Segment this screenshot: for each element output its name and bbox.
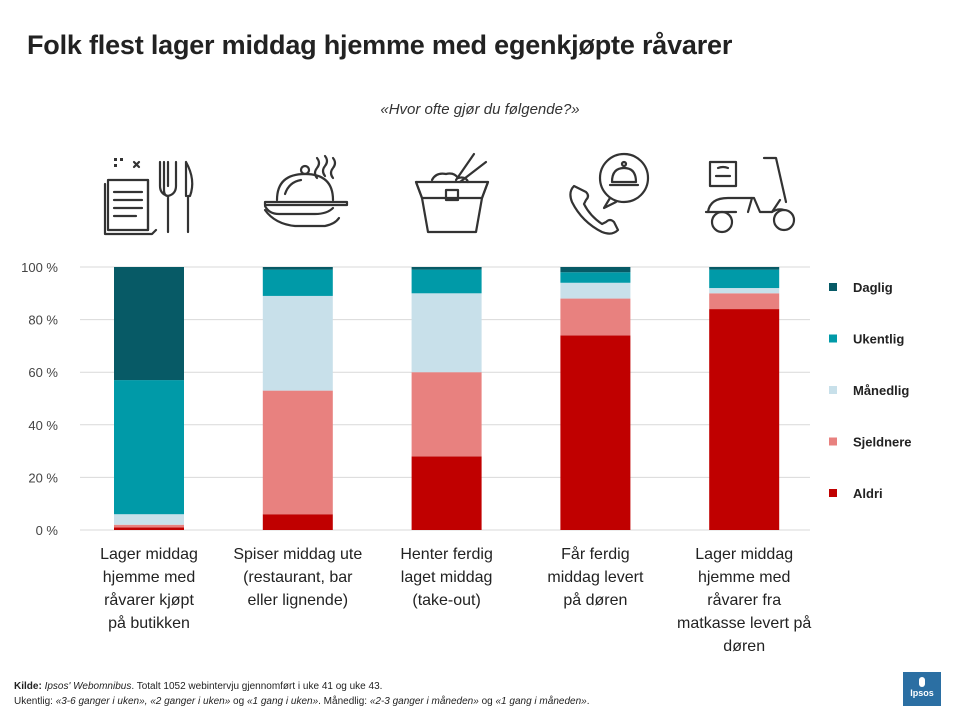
x-category-label: laget middag bbox=[401, 569, 493, 586]
phone-delivery-icon bbox=[560, 150, 660, 236]
monthly-definition-2: «1 gang i måneden» bbox=[495, 696, 587, 707]
bar-segment bbox=[411, 456, 482, 530]
source-label: Kilde: bbox=[14, 681, 42, 692]
bar-segment bbox=[114, 527, 184, 530]
x-category-label: råvarer kjøpt bbox=[104, 591, 194, 609]
y-tick-label: 40 % bbox=[28, 418, 58, 433]
source-name: Ipsos' Webomnibus bbox=[44, 681, 132, 692]
chart-title: Folk flest lager middag hjemme med egenk… bbox=[27, 30, 733, 60]
and-text: og bbox=[230, 696, 247, 707]
x-category-label: Lager middag bbox=[100, 546, 198, 563]
and-text: og bbox=[478, 696, 496, 707]
legend-swatch bbox=[829, 489, 837, 497]
serving-cloche-icon bbox=[255, 150, 355, 236]
bar-segment bbox=[709, 269, 780, 289]
x-category-label: (restaurant, bar bbox=[243, 569, 353, 586]
bar-segment bbox=[709, 309, 780, 530]
bar-segment bbox=[262, 269, 333, 296]
x-category-label: hjemme med bbox=[103, 569, 195, 586]
menu-cutlery-icon bbox=[100, 150, 200, 236]
bar-segment bbox=[262, 514, 333, 530]
weekly-definition: «3-6 ganger i uken», «2 ganger i uken» bbox=[55, 696, 231, 707]
bar-segment bbox=[560, 298, 631, 336]
bar-segment bbox=[262, 267, 333, 270]
legend-label: Sjeldnere bbox=[853, 435, 912, 450]
y-tick-label: 20 % bbox=[28, 470, 58, 485]
monthly-definition: «2-3 ganger i måneden» bbox=[369, 696, 479, 707]
x-category-label: matkasse levert på bbox=[677, 614, 811, 632]
legend-swatch bbox=[829, 437, 837, 446]
x-category-label: Henter ferdig bbox=[400, 546, 493, 563]
bar-segment bbox=[709, 267, 780, 270]
x-category-label: på døren bbox=[563, 591, 627, 609]
bar-segment bbox=[411, 372, 482, 457]
x-category-label: råvarer fra bbox=[707, 591, 781, 609]
x-category-label: eller lignende) bbox=[248, 592, 349, 609]
legend-label: Daglig bbox=[853, 280, 893, 295]
bar-segment bbox=[709, 288, 780, 294]
x-category-label: Får ferdig bbox=[561, 545, 629, 563]
legend-label: Aldri bbox=[853, 486, 883, 501]
bar-segment bbox=[114, 380, 184, 515]
bar-segment bbox=[709, 293, 780, 310]
x-category-label: middag levert bbox=[547, 569, 644, 586]
legend-swatch bbox=[829, 334, 837, 343]
x-category-label: Lager middag bbox=[695, 546, 793, 563]
legend-swatch bbox=[829, 283, 837, 291]
bar-segment bbox=[114, 267, 184, 381]
bar-segment bbox=[262, 390, 333, 515]
delivery-scooter-icon bbox=[700, 150, 800, 236]
legend-label: Ukentlig bbox=[853, 332, 904, 347]
legend-label: Månedlig bbox=[853, 383, 909, 398]
source-note: Kilde: Ipsos' Webomnibus. Totalt 1052 we… bbox=[14, 679, 589, 709]
weekly-prefix: Ukentlig: bbox=[14, 696, 56, 707]
bar-segment bbox=[114, 514, 184, 525]
bar-segment bbox=[560, 267, 631, 273]
source-text: . Totalt 1052 webintervju gjennomført i … bbox=[131, 681, 383, 692]
legend-swatch bbox=[829, 386, 837, 394]
monthly-prefix: . Månedlig: bbox=[318, 696, 370, 707]
end-period: . bbox=[586, 696, 590, 707]
x-category-label: døren bbox=[723, 638, 765, 655]
y-tick-label: 80 % bbox=[28, 313, 58, 328]
y-tick-label: 0 % bbox=[36, 523, 59, 538]
bar-segment bbox=[411, 293, 482, 373]
bar-segment bbox=[411, 267, 482, 270]
x-category-label: hjemme med bbox=[698, 569, 790, 586]
logo-text: Ipsos bbox=[910, 688, 934, 698]
bar-segment bbox=[560, 335, 631, 530]
bar-segment bbox=[114, 524, 184, 528]
x-category-label: (take-out) bbox=[412, 592, 480, 609]
y-tick-label: 60 % bbox=[28, 365, 58, 380]
y-tick-label: 100 % bbox=[21, 260, 58, 275]
bar-segment bbox=[411, 269, 482, 294]
bar-segment bbox=[560, 272, 631, 283]
x-category-label: på butikken bbox=[108, 614, 190, 632]
bar-segment bbox=[560, 282, 631, 299]
takeout-box-icon bbox=[402, 150, 502, 236]
x-category-label: Spiser middag ute bbox=[233, 546, 362, 563]
logo-mark-icon bbox=[919, 677, 925, 687]
chart-subtitle: «Hvor ofte gjør du følgende?» bbox=[380, 101, 580, 118]
weekly-definition-2: «1 gang i uken» bbox=[246, 696, 319, 707]
ipsos-logo: Ipsos bbox=[903, 672, 941, 706]
bar-segment bbox=[262, 295, 333, 391]
